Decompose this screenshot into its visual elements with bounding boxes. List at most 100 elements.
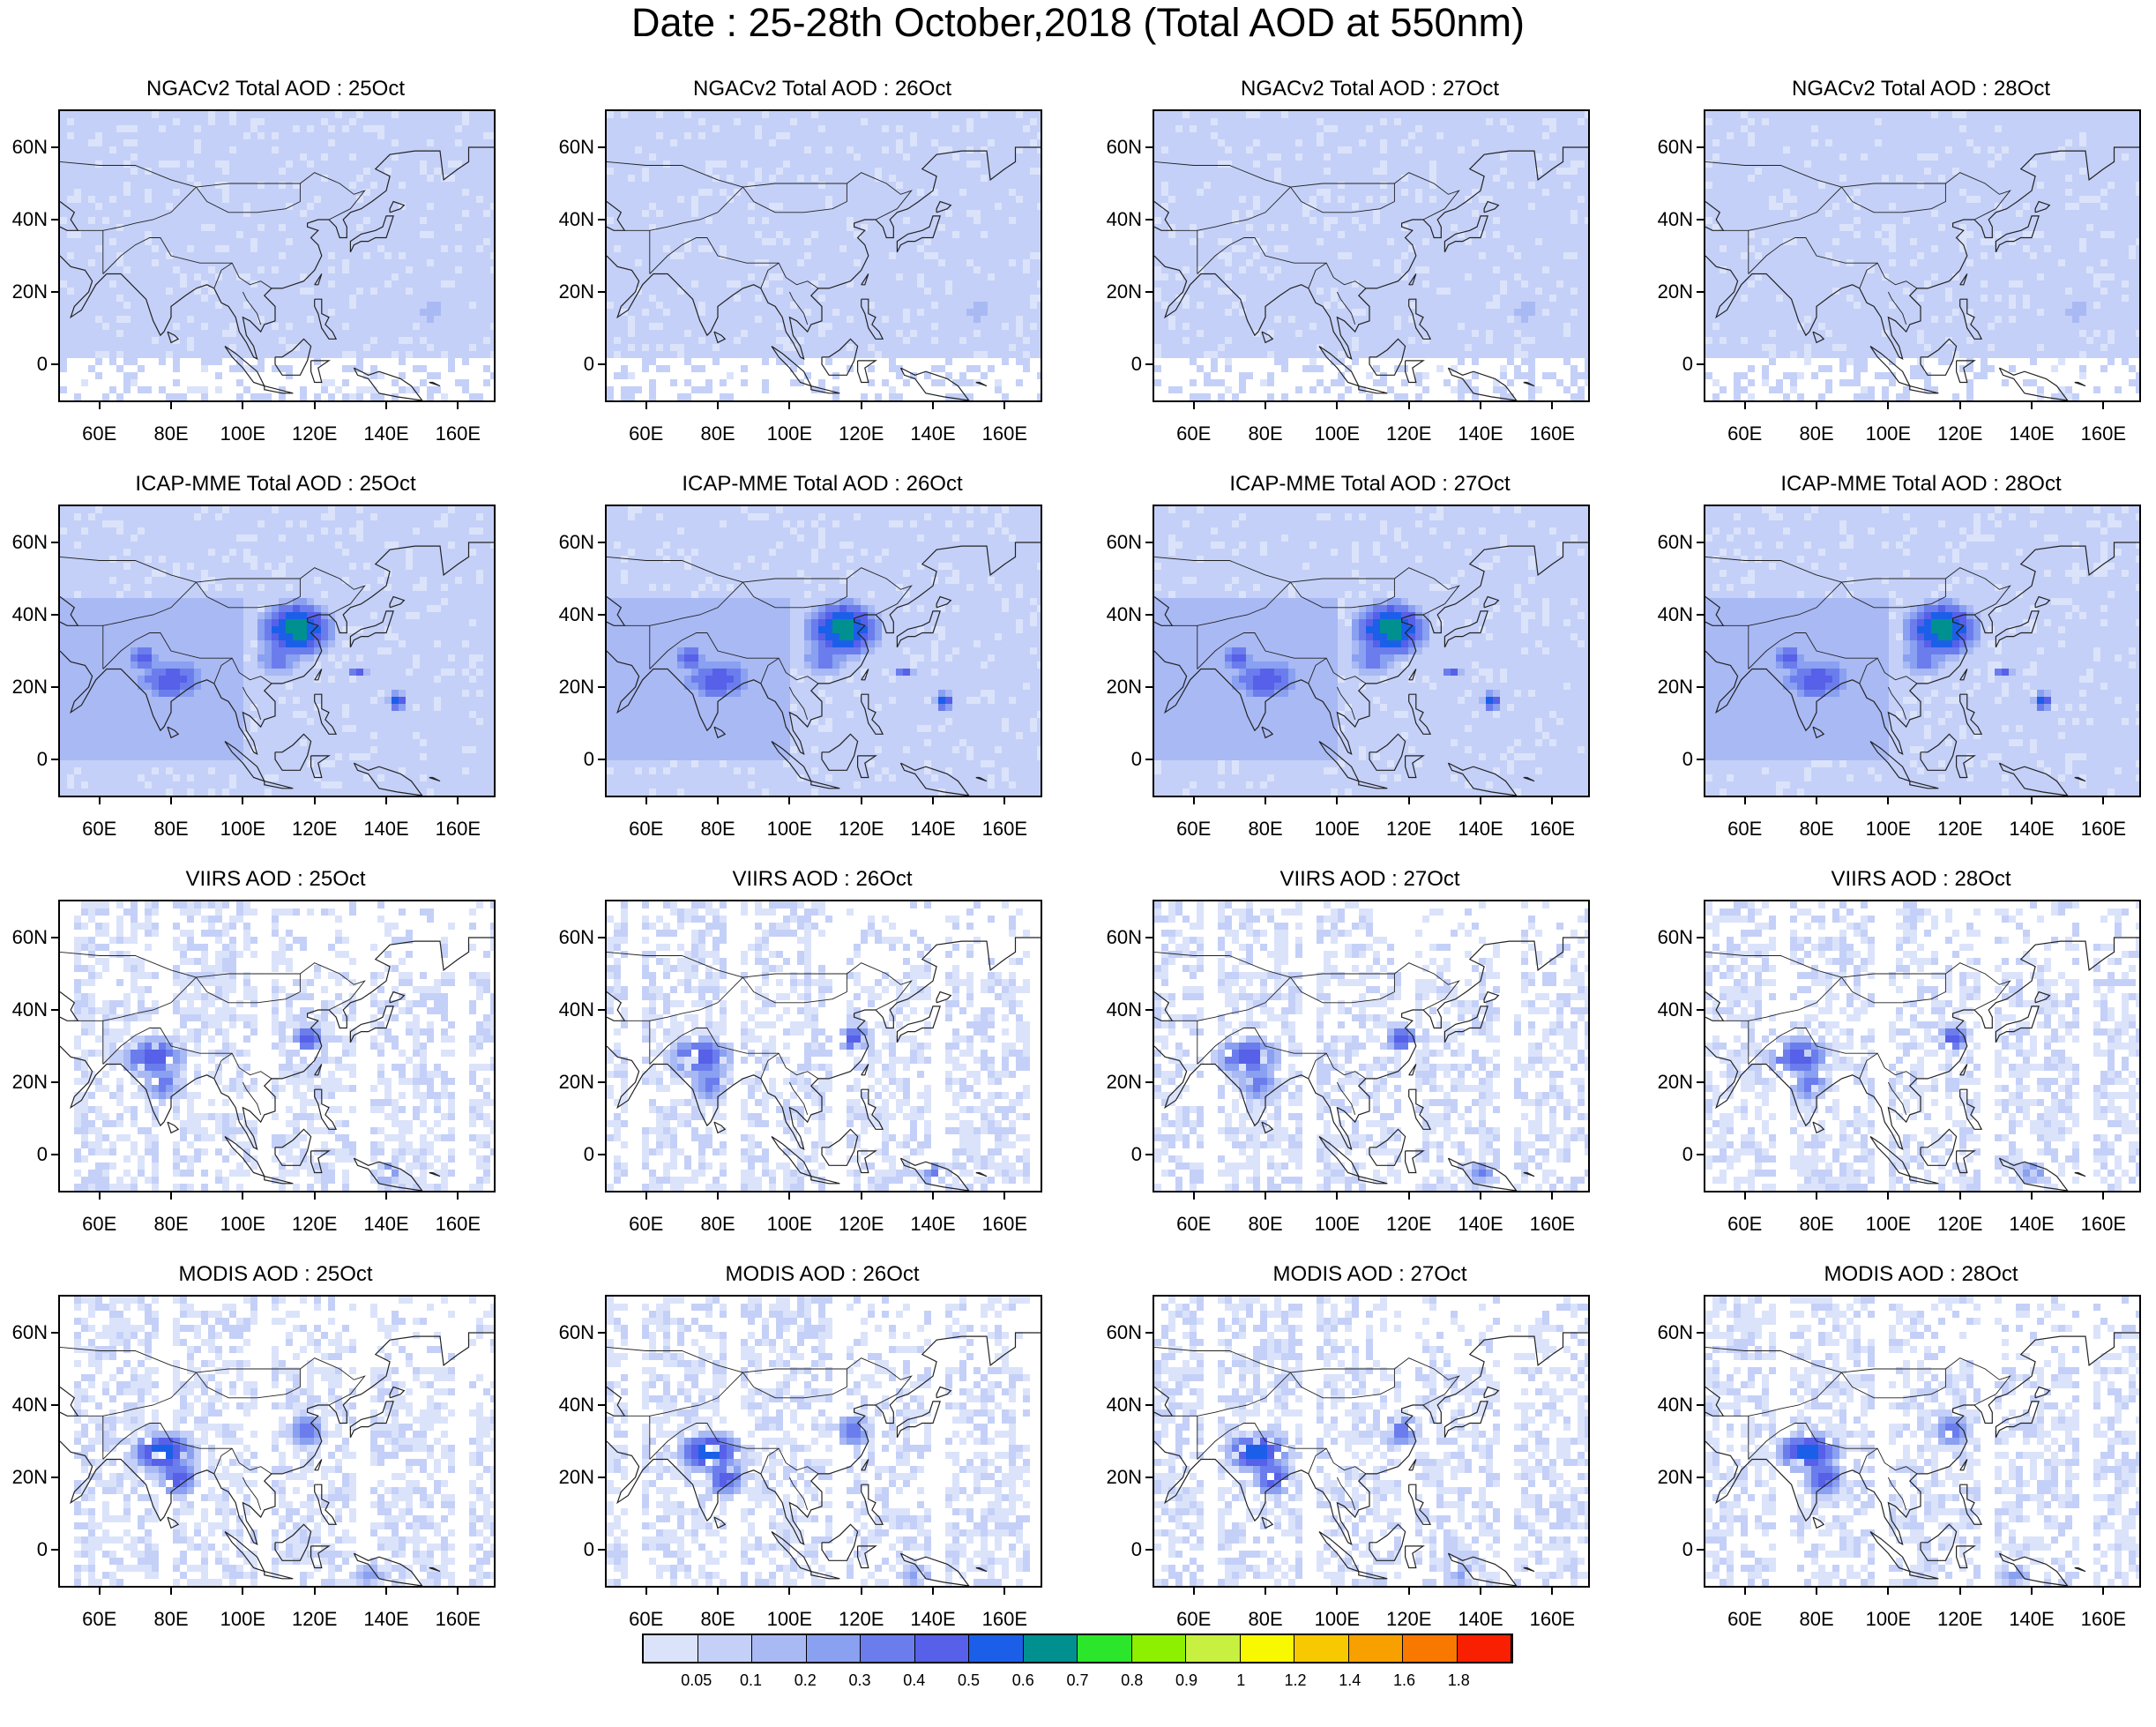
aod-cell bbox=[250, 238, 257, 245]
aod-cell bbox=[413, 273, 420, 280]
aod-cell bbox=[804, 139, 811, 146]
aod-cell bbox=[734, 203, 741, 210]
aod-cell bbox=[938, 125, 945, 132]
aod-cell bbox=[434, 323, 441, 330]
aod-cell bbox=[286, 302, 293, 309]
aod-cell bbox=[889, 146, 896, 153]
aod-cell bbox=[1023, 175, 1030, 182]
x-tick-label: 120E bbox=[280, 423, 350, 445]
aod-cell bbox=[145, 295, 152, 302]
aod-cell bbox=[1037, 309, 1041, 316]
aod-cell bbox=[712, 351, 720, 358]
aod-cell bbox=[988, 175, 995, 182]
aod-cell bbox=[314, 139, 321, 146]
aod-cell bbox=[607, 273, 614, 280]
aod-cell bbox=[1267, 118, 1274, 125]
aod-cell bbox=[755, 224, 762, 231]
aod-cell bbox=[490, 125, 494, 132]
aod-cell bbox=[607, 189, 614, 196]
aod-cell bbox=[832, 351, 839, 358]
aod-cell bbox=[413, 259, 420, 266]
aod-cell bbox=[684, 161, 691, 168]
aod-cell bbox=[684, 309, 691, 316]
coastline bbox=[821, 338, 859, 376]
aod-cell bbox=[469, 245, 476, 252]
aod-cell bbox=[208, 295, 215, 302]
aod-cell bbox=[1204, 125, 1211, 132]
aod-cell bbox=[406, 344, 413, 351]
aod-cell bbox=[804, 372, 811, 379]
aod-cell bbox=[642, 210, 649, 217]
aod-cell bbox=[790, 224, 797, 231]
aod-cell bbox=[734, 168, 741, 175]
aod-cell bbox=[903, 344, 910, 351]
aod-cell bbox=[187, 266, 194, 273]
aod-cell bbox=[307, 175, 314, 182]
aod-cell bbox=[854, 132, 861, 139]
aod-cell bbox=[705, 266, 712, 273]
aod-cell bbox=[88, 330, 95, 337]
aod-cell bbox=[854, 280, 861, 288]
aod-cell bbox=[762, 330, 769, 337]
aod-cell bbox=[399, 337, 406, 344]
aod-cell bbox=[889, 196, 896, 203]
aod-cell bbox=[720, 182, 727, 189]
aod-cell bbox=[363, 295, 370, 302]
aod-cell bbox=[335, 111, 342, 118]
aod-cell bbox=[635, 337, 642, 344]
aod-cell bbox=[1302, 132, 1309, 139]
aod-cell bbox=[60, 196, 67, 203]
aod-cell bbox=[455, 196, 462, 203]
aod-cell bbox=[981, 266, 988, 273]
aod-cell bbox=[741, 118, 748, 125]
aod-cell bbox=[875, 153, 882, 161]
aod-cell bbox=[236, 309, 243, 316]
aod-cell bbox=[441, 175, 448, 182]
aod-cell bbox=[832, 344, 839, 351]
aod-cell bbox=[250, 245, 257, 252]
aod-cell bbox=[476, 111, 483, 118]
aod-cell bbox=[152, 189, 159, 196]
aod-cell bbox=[102, 182, 109, 189]
aod-cell bbox=[413, 323, 420, 330]
aod-cell bbox=[628, 217, 635, 224]
aod-cell bbox=[272, 224, 279, 231]
aod-cell bbox=[116, 316, 123, 323]
aod-cell bbox=[194, 118, 201, 125]
aod-cell bbox=[684, 295, 691, 302]
aod-cell bbox=[854, 153, 861, 161]
aod-cell bbox=[123, 358, 131, 365]
aod-cell bbox=[356, 111, 363, 118]
aod-cell bbox=[180, 203, 187, 210]
aod-cell bbox=[825, 302, 832, 309]
aod-cell bbox=[314, 259, 321, 266]
aod-cell bbox=[839, 259, 847, 266]
aod-cell bbox=[229, 273, 236, 280]
aod-cell bbox=[1274, 132, 1281, 139]
aod-cell bbox=[131, 337, 138, 344]
aod-cell bbox=[748, 316, 755, 323]
aod-cell bbox=[783, 161, 790, 168]
aod-cell bbox=[621, 386, 628, 393]
aod-cell bbox=[321, 280, 328, 288]
aod-cell bbox=[159, 210, 166, 217]
aod-cell bbox=[875, 351, 882, 358]
aod-cell bbox=[1309, 111, 1317, 118]
aod-cell bbox=[861, 280, 868, 288]
aod-cell bbox=[762, 224, 769, 231]
aod-cell bbox=[691, 351, 698, 358]
aod-cell bbox=[286, 351, 293, 358]
aod-cell bbox=[839, 302, 847, 309]
aod-cell bbox=[839, 231, 847, 238]
aod-cell bbox=[363, 323, 370, 330]
aod-cell bbox=[145, 224, 152, 231]
aod-cell bbox=[469, 175, 476, 182]
aod-cell bbox=[441, 344, 448, 351]
aod-cell bbox=[293, 266, 300, 273]
x-tick-mark bbox=[98, 402, 101, 409]
aod-cell bbox=[952, 210, 959, 217]
aod-cell bbox=[95, 245, 102, 252]
aod-cell bbox=[215, 189, 222, 196]
aod-cell bbox=[1037, 203, 1041, 210]
aod-cell bbox=[1016, 288, 1023, 295]
